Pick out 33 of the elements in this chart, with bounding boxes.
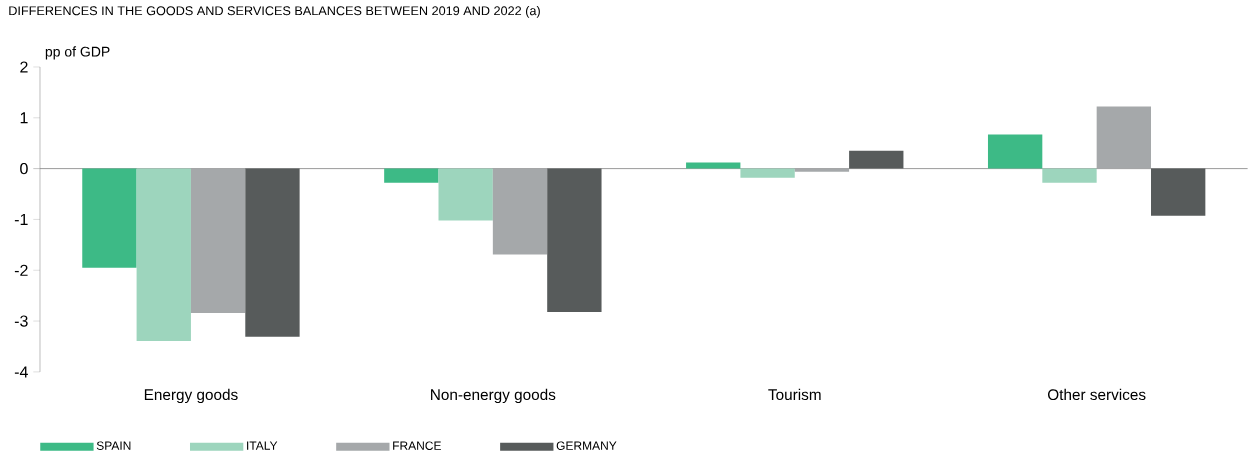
y-tick-label: -4	[14, 366, 28, 378]
y-tick-label: 1	[20, 112, 28, 124]
bar	[245, 168, 300, 338]
bar	[1151, 168, 1206, 217]
bar	[686, 162, 741, 169]
chart-title: DIFFERENCES IN THE GOODS AND SERVICES BALANCES BETWEEN 2019 AND 2022 (a)	[9, 6, 540, 18]
bar	[547, 168, 602, 313]
y-axis-title: pp of GDP	[45, 46, 110, 60]
bar	[384, 168, 439, 184]
bar	[849, 151, 904, 169]
legend-label: ITALY	[247, 441, 278, 450]
y-tick-label: 0	[20, 163, 28, 175]
x-tick-label: Non-energy goods	[431, 389, 556, 404]
x-tick-label: Tourism	[768, 389, 821, 401]
x-tick-label: Energy goods	[144, 389, 238, 404]
y-tick-label: 2	[20, 61, 28, 73]
bar	[1096, 106, 1152, 169]
bar	[190, 168, 246, 314]
bar	[82, 168, 137, 268]
y-tick-label: -3	[14, 315, 28, 327]
bar	[1042, 168, 1097, 184]
legend-label: GERMANY	[556, 441, 617, 451]
x-tick-label: Other services	[1047, 389, 1146, 401]
bar	[492, 168, 548, 255]
bar	[987, 134, 1043, 169]
bar	[740, 168, 795, 178]
bar	[438, 168, 493, 221]
bar	[794, 168, 850, 172]
bar	[136, 168, 191, 342]
y-tick-label: -1	[14, 214, 28, 226]
y-tick-label: -2	[14, 264, 28, 277]
legend-label: FRANCE	[393, 441, 441, 451]
legend-label: SPAIN	[96, 441, 131, 451]
